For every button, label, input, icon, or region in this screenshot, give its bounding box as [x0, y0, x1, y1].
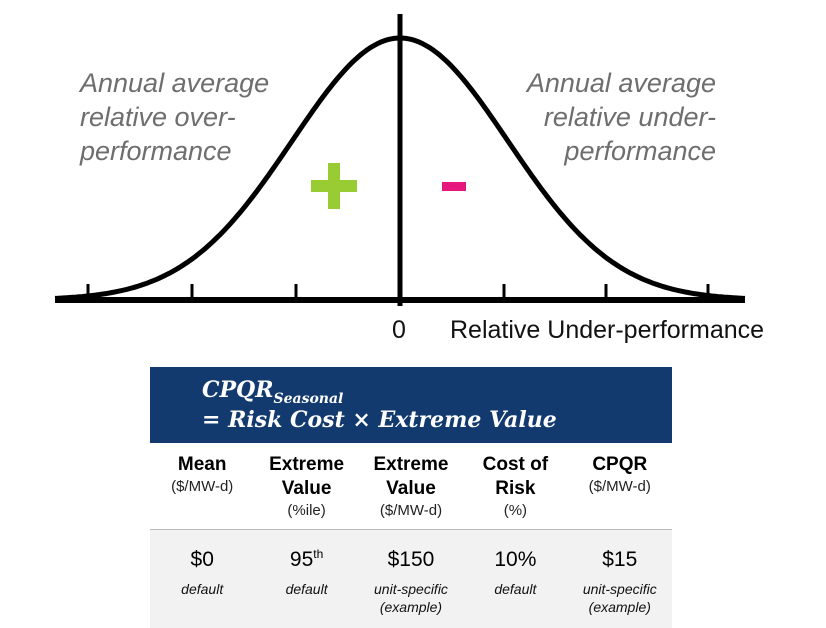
formula-line-1: CPQRSeasonal — [202, 377, 343, 407]
value-text: $15 — [602, 548, 637, 571]
value-sup: th — [313, 547, 323, 561]
note-line: Annual average — [80, 66, 269, 100]
table-header-row: Mean($/MW-d) Extreme Value(%ile) Extreme… — [150, 443, 672, 530]
cpqr-table: Mean($/MW-d) Extreme Value(%ile) Extreme… — [150, 443, 672, 628]
under-performance-note: Annual average relative under- performan… — [480, 66, 716, 168]
table-cell: 10% default — [463, 530, 567, 628]
note-line: Annual average — [480, 66, 716, 100]
column-header: Extreme Value(%ile) — [254, 443, 358, 530]
zero-label: 0 — [392, 316, 406, 345]
cell-note: default — [465, 580, 565, 598]
cell-note: default — [256, 580, 356, 598]
column-header: Cost of Risk(%) — [463, 443, 567, 530]
cell-value: $0 — [152, 540, 252, 574]
value-text: $150 — [388, 548, 435, 571]
cell-value: 10% — [465, 540, 565, 574]
column-unit: (%) — [465, 501, 565, 521]
column-title: CPQR — [570, 453, 670, 477]
column-title: Extreme Value — [361, 453, 461, 501]
column-header: Mean($/MW-d) — [150, 443, 254, 530]
column-unit: ($/MW-d) — [152, 477, 252, 497]
column-title: Mean — [152, 453, 252, 477]
column-title: Cost of Risk — [465, 453, 565, 501]
formula-cpqr: CPQR — [202, 377, 274, 403]
table-cell: $0 default — [150, 530, 254, 628]
table-cell: $150 unit-specific (example) — [359, 530, 463, 628]
table-cell: $15 unit-specific (example) — [568, 530, 672, 628]
value-text: 95 — [290, 548, 313, 571]
formula-line-2: = Risk Cost × Extreme Value — [202, 407, 557, 433]
note-line: relative over- — [80, 100, 269, 134]
plus-sign — [311, 163, 357, 209]
column-unit: ($/MW-d) — [361, 501, 461, 521]
table-cell: 95th default — [254, 530, 358, 628]
x-axis-label: Relative Under-performance — [450, 316, 764, 345]
cell-note: unit-specific (example) — [361, 580, 461, 616]
value-text: 10% — [494, 548, 536, 571]
value-text: $0 — [191, 548, 214, 571]
note-line: performance — [480, 134, 716, 168]
column-unit: (%ile) — [256, 501, 356, 521]
cell-note: default — [152, 580, 252, 598]
cpqr-formula-banner: CPQRSeasonal = Risk Cost × Extreme Value — [150, 367, 672, 443]
note-line: relative under- — [480, 100, 716, 134]
column-title: Extreme Value — [256, 453, 356, 501]
cell-note: unit-specific (example) — [570, 580, 670, 616]
column-header: Extreme Value($/MW-d) — [359, 443, 463, 530]
cell-value: 95th — [256, 540, 356, 574]
column-header: CPQR($/MW-d) — [568, 443, 672, 530]
bell-curve-diagram — [0, 0, 826, 340]
over-performance-note: Annual average relative over- performanc… — [80, 66, 269, 168]
column-unit: ($/MW-d) — [570, 477, 670, 497]
note-line: performance — [80, 134, 269, 168]
formula-subscript: Seasonal — [274, 391, 344, 407]
minus-sign — [442, 182, 466, 191]
cell-value: $15 — [570, 540, 670, 574]
cell-value: $150 — [361, 540, 461, 574]
